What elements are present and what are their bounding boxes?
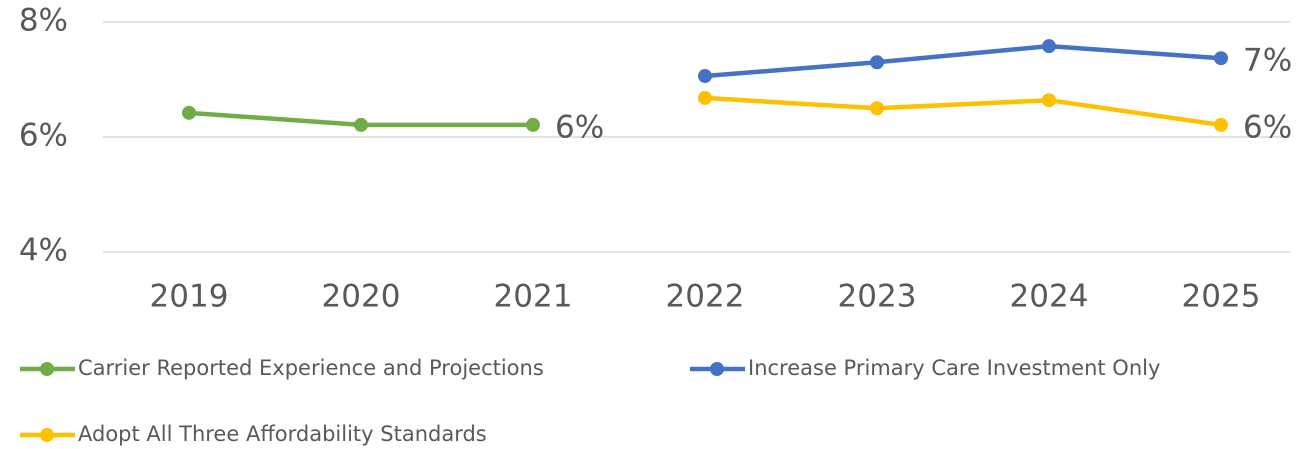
marker — [1214, 51, 1228, 66]
data-label: 6% — [1243, 109, 1292, 145]
legend-label: Increase Primary Care Investment Only — [748, 356, 1160, 380]
x-tick-label: 2020 — [322, 279, 401, 315]
marker — [1042, 39, 1056, 54]
marker — [1042, 93, 1056, 108]
marker — [698, 90, 712, 105]
x-tick-label: 2024 — [1010, 279, 1089, 315]
legend-label: Adopt All Three Affordability Standards — [78, 422, 487, 446]
x-tick-label: 2025 — [1182, 279, 1261, 315]
marker — [182, 105, 196, 120]
marker — [354, 117, 368, 132]
legend-label: Carrier Reported Experience and Projecti… — [78, 356, 544, 380]
y-tick-label: 6% — [19, 118, 68, 154]
x-tick-label: 2019 — [150, 279, 229, 315]
y-tick-label: 4% — [19, 233, 68, 269]
marker — [870, 55, 884, 70]
x-tick-label: 2021 — [494, 279, 573, 315]
series-line — [704, 43, 1222, 79]
data-label: 6% — [555, 109, 604, 145]
x-tick-label: 2023 — [838, 279, 917, 315]
x-tick-label: 2022 — [666, 279, 745, 315]
legend-marker — [40, 428, 54, 442]
legend-marker — [40, 362, 54, 376]
marker — [1214, 117, 1228, 132]
marker — [526, 117, 540, 132]
series-line — [704, 95, 1222, 128]
marker — [870, 101, 884, 116]
y-tick-label: 8% — [19, 3, 68, 39]
marker — [698, 69, 712, 84]
legend-marker — [710, 362, 724, 376]
data-label: 7% — [1243, 43, 1292, 79]
